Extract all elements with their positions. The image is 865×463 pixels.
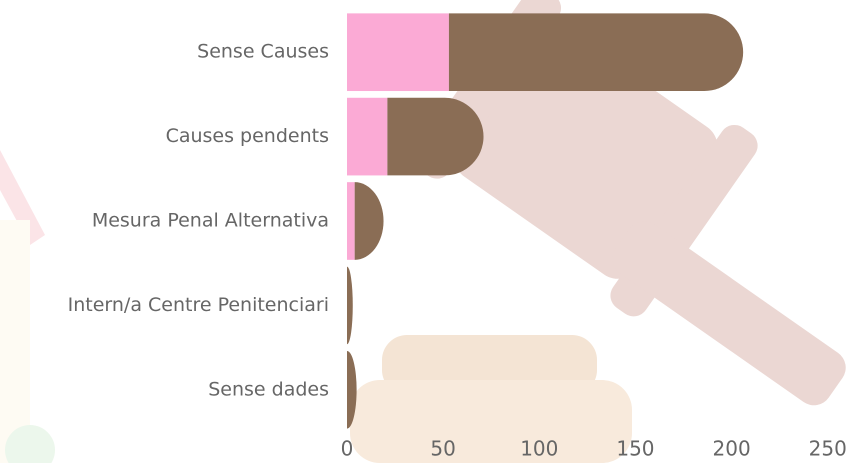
- x-tick-label: 100: [520, 437, 558, 461]
- x-tick-label: 0: [341, 437, 354, 461]
- x-tick-label: 200: [713, 437, 751, 461]
- x-tick-label: 50: [430, 437, 455, 461]
- y-tick-label: Mesura Penal Alternativa: [92, 210, 329, 232]
- bar-segment: [347, 13, 449, 92]
- y-tick-label: Sense Causes: [197, 41, 329, 63]
- bar-segment: [347, 182, 355, 260]
- y-tick-label: Intern/a Centre Penitenciari: [68, 294, 329, 316]
- bar-segment: [347, 97, 388, 176]
- x-tick-label: 150: [616, 437, 654, 461]
- x-tick-label: 250: [809, 437, 847, 461]
- bar-segment: [387, 97, 484, 176]
- bar-segment: [354, 182, 384, 260]
- bar-segment: [448, 13, 744, 92]
- bar-segment: [347, 266, 353, 345]
- y-tick-label: Sense dades: [208, 378, 329, 400]
- y-tick-label: Causes pendents: [166, 125, 329, 147]
- bar-segment: [347, 350, 357, 429]
